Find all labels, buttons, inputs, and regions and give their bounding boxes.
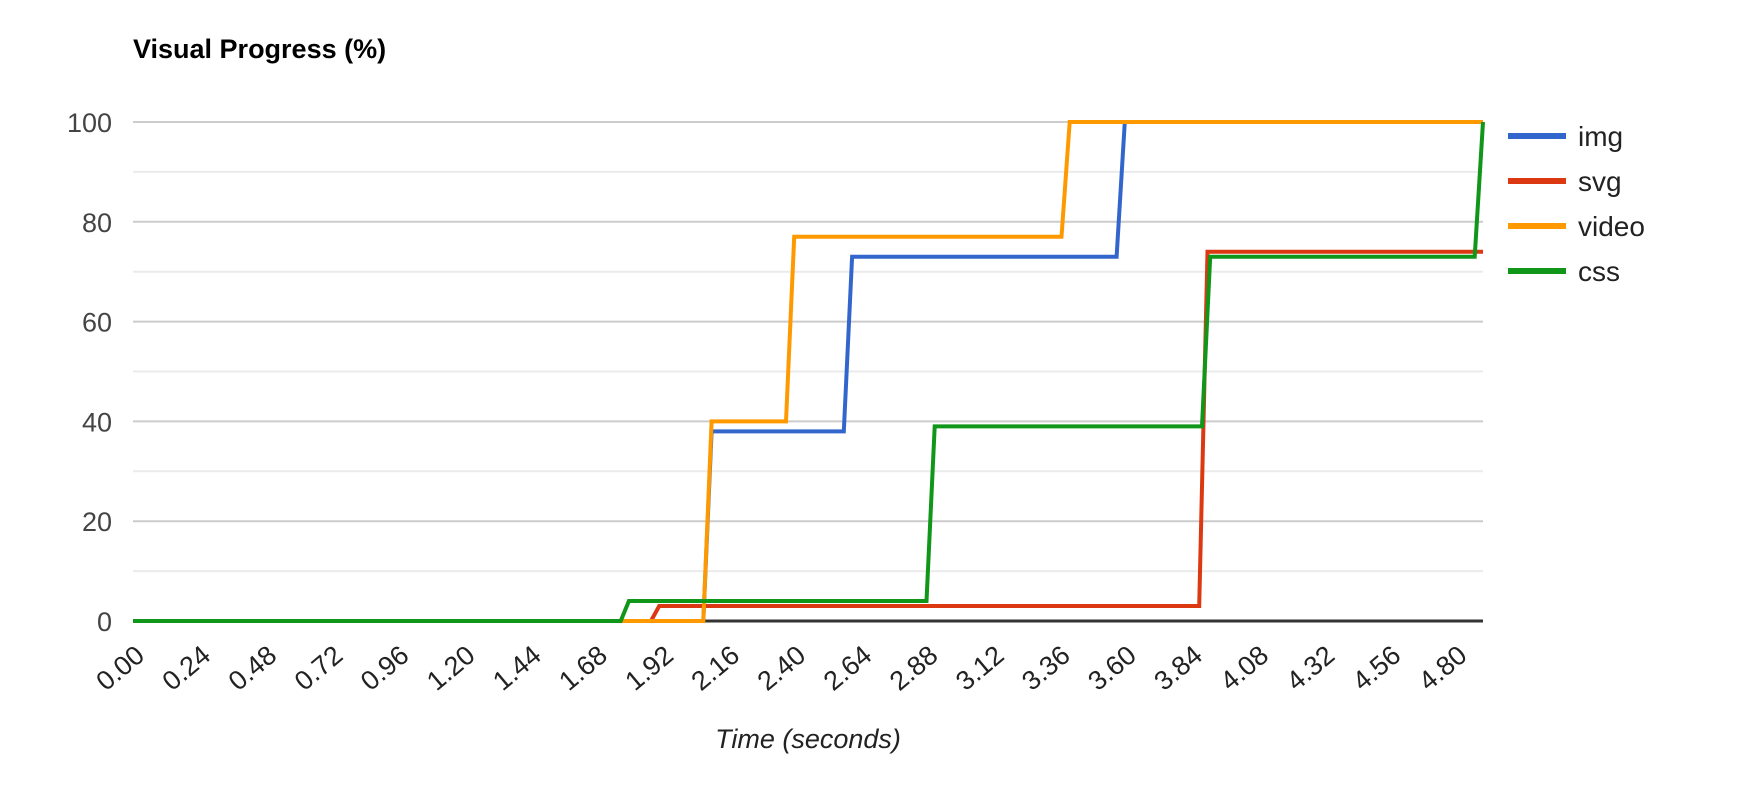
legend-item-img: img	[1508, 121, 1623, 152]
x-tick-label: 3.12	[950, 640, 1010, 697]
legend-label-svg: svg	[1578, 166, 1622, 197]
legend: img svg video css	[1508, 121, 1645, 287]
legend-item-css: css	[1508, 256, 1620, 287]
x-tick-label: 4.08	[1215, 640, 1275, 697]
x-tick-label: 2.64	[818, 640, 878, 697]
x-tick-label: 4.32	[1281, 640, 1341, 697]
x-tick-label: 0.24	[157, 640, 217, 697]
x-tick-label: 2.88	[884, 640, 944, 697]
x-tick-label: 2.16	[686, 640, 746, 697]
chart-title: Visual Progress (%)	[133, 34, 386, 64]
x-tick-label: 1.92	[619, 640, 679, 697]
legend-item-svg: svg	[1508, 166, 1622, 197]
x-tick-label: 3.36	[1016, 640, 1076, 697]
x-tick-label: 2.40	[752, 640, 812, 697]
x-tick-label: 1.44	[487, 640, 547, 697]
y-tick-label: 20	[82, 507, 112, 537]
x-tick-label: 0.72	[289, 640, 349, 697]
series-line-css[interactable]	[133, 121, 1485, 623]
x-tick-label: 3.84	[1148, 640, 1208, 697]
x-tick-label: 1.68	[553, 640, 613, 697]
x-tick-label: 3.60	[1082, 640, 1142, 697]
y-tick-label: 80	[82, 208, 112, 238]
legend-item-video: video	[1508, 211, 1645, 242]
x-tick-label: 1.20	[421, 640, 481, 697]
series-line-video[interactable]	[133, 120, 1483, 623]
x-tick-label: 0.48	[223, 640, 283, 697]
y-tick-label: 100	[67, 108, 112, 138]
y-tick-label: 60	[82, 308, 112, 338]
series-line-svg[interactable]	[133, 249, 1483, 623]
legend-label-css: css	[1578, 256, 1620, 287]
grid-layer	[133, 121, 1483, 623]
x-tick-label: 4.56	[1347, 640, 1407, 697]
series-layer	[133, 120, 1485, 623]
legend-label-video: video	[1578, 211, 1645, 242]
y-tick-label: 0	[97, 607, 112, 637]
axis-layer: 0 20 40 60 80 100 0.00 0.24 0.48 0.72 0.96 1.20 1.44…	[67, 108, 1473, 697]
x-tick-label: 0.96	[355, 640, 415, 697]
x-tick-label: 0.00	[90, 640, 150, 697]
y-tick-label: 40	[82, 407, 112, 437]
legend-label-img: img	[1578, 121, 1623, 152]
x-tick-label: 4.80	[1413, 640, 1473, 697]
x-axis-title: Time (seconds)	[715, 724, 901, 754]
